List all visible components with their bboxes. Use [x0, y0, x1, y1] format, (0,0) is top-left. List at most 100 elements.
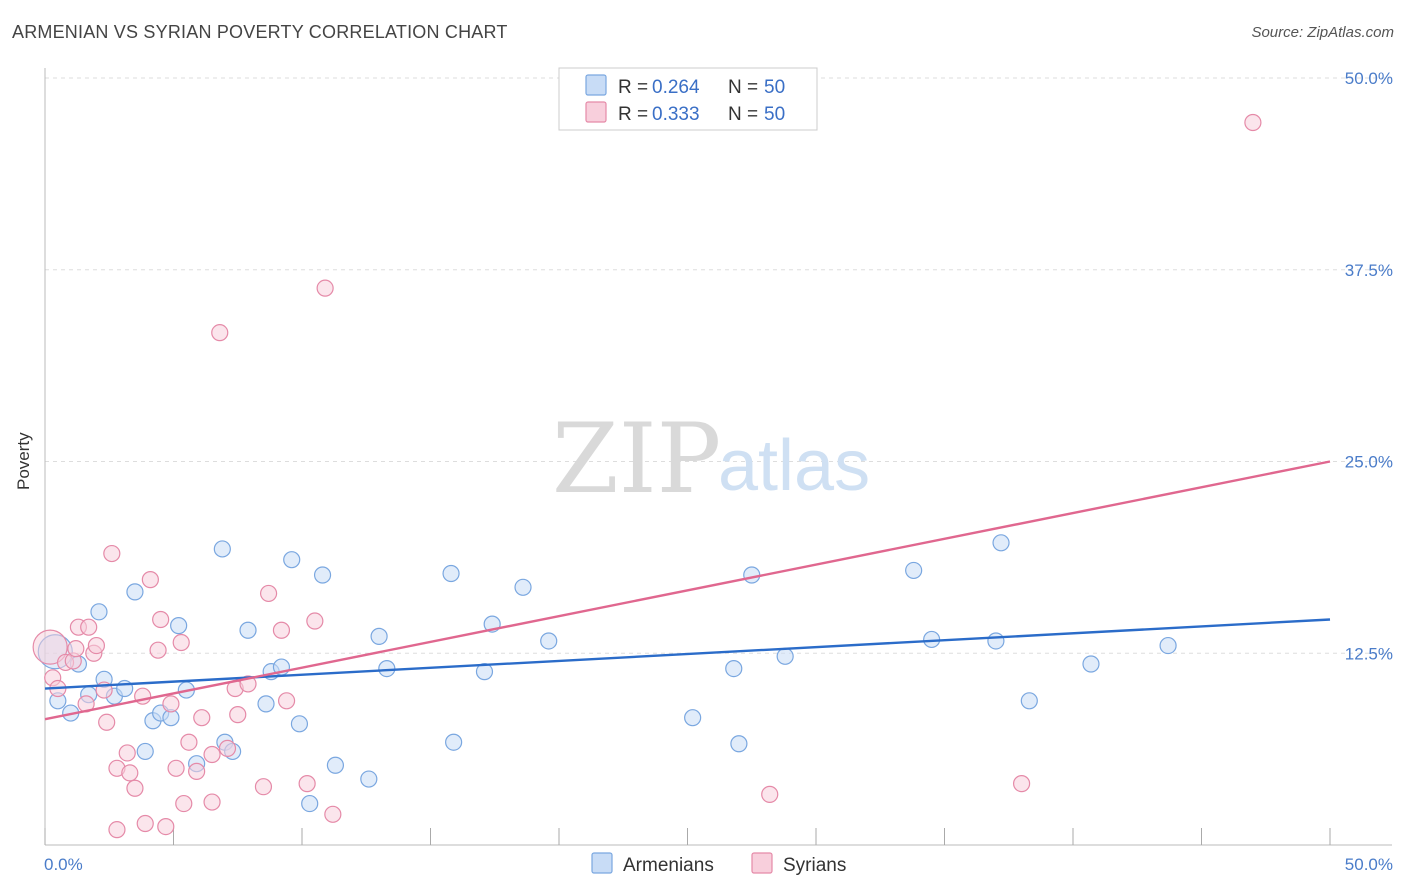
point-syrians-23	[152, 610, 170, 629]
point-syrians-18	[126, 779, 144, 797]
bottom-legend-swatch-syrians	[751, 852, 773, 874]
axes	[44, 68, 1392, 846]
point-armenians-39	[725, 659, 743, 678]
point-syrians-44	[306, 612, 324, 630]
point-armenians-25	[290, 715, 309, 733]
point-syrians-15	[108, 821, 126, 839]
y-tick-label-0: 12.5%	[1345, 644, 1393, 663]
trend-line-syrians	[44, 460, 1331, 721]
point-armenians-31	[378, 659, 396, 678]
point-armenians-32	[445, 733, 463, 751]
legend-n-value-armenians: 50	[764, 77, 785, 98]
legend-swatch-armenians	[585, 74, 607, 96]
point-syrians-25	[162, 695, 180, 713]
point-syrians-43	[298, 775, 316, 793]
point-armenians-17	[213, 540, 231, 558]
point-armenians-26	[301, 794, 319, 813]
point-syrians-27	[172, 633, 190, 652]
point-armenians-34	[475, 663, 494, 681]
point-syrians-40	[259, 584, 278, 603]
point-armenians-24	[283, 551, 301, 569]
x-tick-label-0: 0.0%	[44, 855, 83, 874]
legend-n-label-armenians: N =	[728, 77, 758, 98]
legend-n-label-syrians: N =	[728, 104, 758, 125]
x-tick-label-1: 50.0%	[1345, 855, 1393, 874]
point-armenians-47	[1020, 692, 1038, 710]
point-armenians-42	[776, 647, 794, 665]
point-armenians-10	[136, 742, 154, 761]
point-syrians-41	[272, 621, 291, 639]
watermark-atlas: atlas	[718, 426, 870, 506]
point-armenians-21	[257, 695, 275, 713]
point-armenians-29	[360, 770, 378, 788]
legend-r-value-syrians: 0.333	[652, 104, 700, 125]
point-syrians-24	[157, 817, 175, 836]
point-armenians-36	[514, 578, 532, 596]
point-syrians-8	[80, 618, 98, 636]
point-armenians-5	[90, 603, 108, 621]
legend-swatch-syrians	[585, 101, 607, 123]
point-syrians-45	[316, 279, 334, 297]
chart-title: ARMENIAN VS SYRIAN POVERTY CORRELATION C…	[12, 22, 508, 42]
point-syrians-26	[167, 759, 185, 777]
point-armenians-20	[239, 621, 257, 639]
point-armenians-40	[730, 735, 748, 753]
point-syrians-48	[1012, 775, 1031, 793]
legend-n-value-syrians: 50	[764, 104, 785, 125]
point-armenians-46	[992, 534, 1010, 552]
trend-lines	[44, 460, 1331, 721]
point-syrians-17	[121, 764, 139, 782]
point-syrians-32	[203, 745, 221, 764]
point-armenians-48	[1082, 655, 1100, 673]
bottom-legend-swatch-armenians	[591, 852, 613, 874]
legend-r-value-armenians: 0.264	[652, 77, 700, 98]
point-armenians-38	[684, 709, 702, 727]
point-armenians-9	[126, 583, 144, 601]
watermark-zip: ZIP	[552, 403, 721, 515]
point-syrians-0	[32, 629, 68, 665]
point-armenians-43	[905, 561, 923, 580]
y-tick-labels: 12.5% 25.0% 37.5% 50.0%	[1345, 69, 1393, 663]
point-armenians-30	[370, 627, 388, 645]
point-syrians-10	[87, 636, 106, 655]
point-syrians-22	[149, 641, 167, 659]
data-points	[32, 113, 1262, 839]
top-legend: R = 0.264 N = 50 R = 0.333 N = 50	[558, 67, 818, 131]
x-tick-labels: 0.0% 50.0%	[44, 855, 1393, 874]
y-tick-label-2: 37.5%	[1345, 261, 1393, 280]
point-syrians-30	[188, 762, 206, 780]
point-syrians-49	[1244, 113, 1262, 132]
point-armenians-45	[987, 632, 1005, 650]
point-syrians-34	[211, 324, 229, 342]
trend-line-armenians	[44, 618, 1331, 690]
point-armenians-49	[1159, 636, 1177, 655]
legend-r-label-armenians: R =	[618, 77, 648, 98]
point-syrians-28	[175, 794, 193, 813]
point-syrians-33	[203, 793, 221, 811]
y-tick-label-1: 25.0%	[1345, 453, 1393, 472]
point-armenians-37	[540, 632, 558, 650]
point-armenians-41	[743, 566, 761, 584]
point-syrians-46	[324, 805, 342, 823]
point-armenians-27	[313, 566, 332, 584]
point-syrians-47	[761, 785, 779, 803]
point-syrians-5	[67, 640, 85, 658]
point-armenians-14	[170, 617, 188, 635]
point-armenians-33	[442, 564, 460, 583]
point-syrians-13	[103, 544, 121, 563]
point-syrians-21	[141, 571, 159, 589]
point-syrians-16	[118, 744, 136, 762]
point-syrians-35	[218, 739, 237, 757]
point-syrians-37	[229, 706, 247, 724]
bottom-legend: Armenians Syrians	[591, 852, 846, 876]
legend-r-label-syrians: R =	[618, 104, 648, 125]
grid-lines	[45, 77, 1392, 654]
point-syrians-31	[193, 709, 211, 727]
point-syrians-29	[180, 733, 198, 751]
bottom-legend-label-syrians: Syrians	[783, 855, 846, 876]
y-tick-label-3: 50.0%	[1345, 69, 1393, 88]
point-armenians-28	[326, 756, 345, 774]
source-label: Source: ZipAtlas.com	[1251, 24, 1394, 41]
point-syrians-12	[98, 713, 116, 731]
